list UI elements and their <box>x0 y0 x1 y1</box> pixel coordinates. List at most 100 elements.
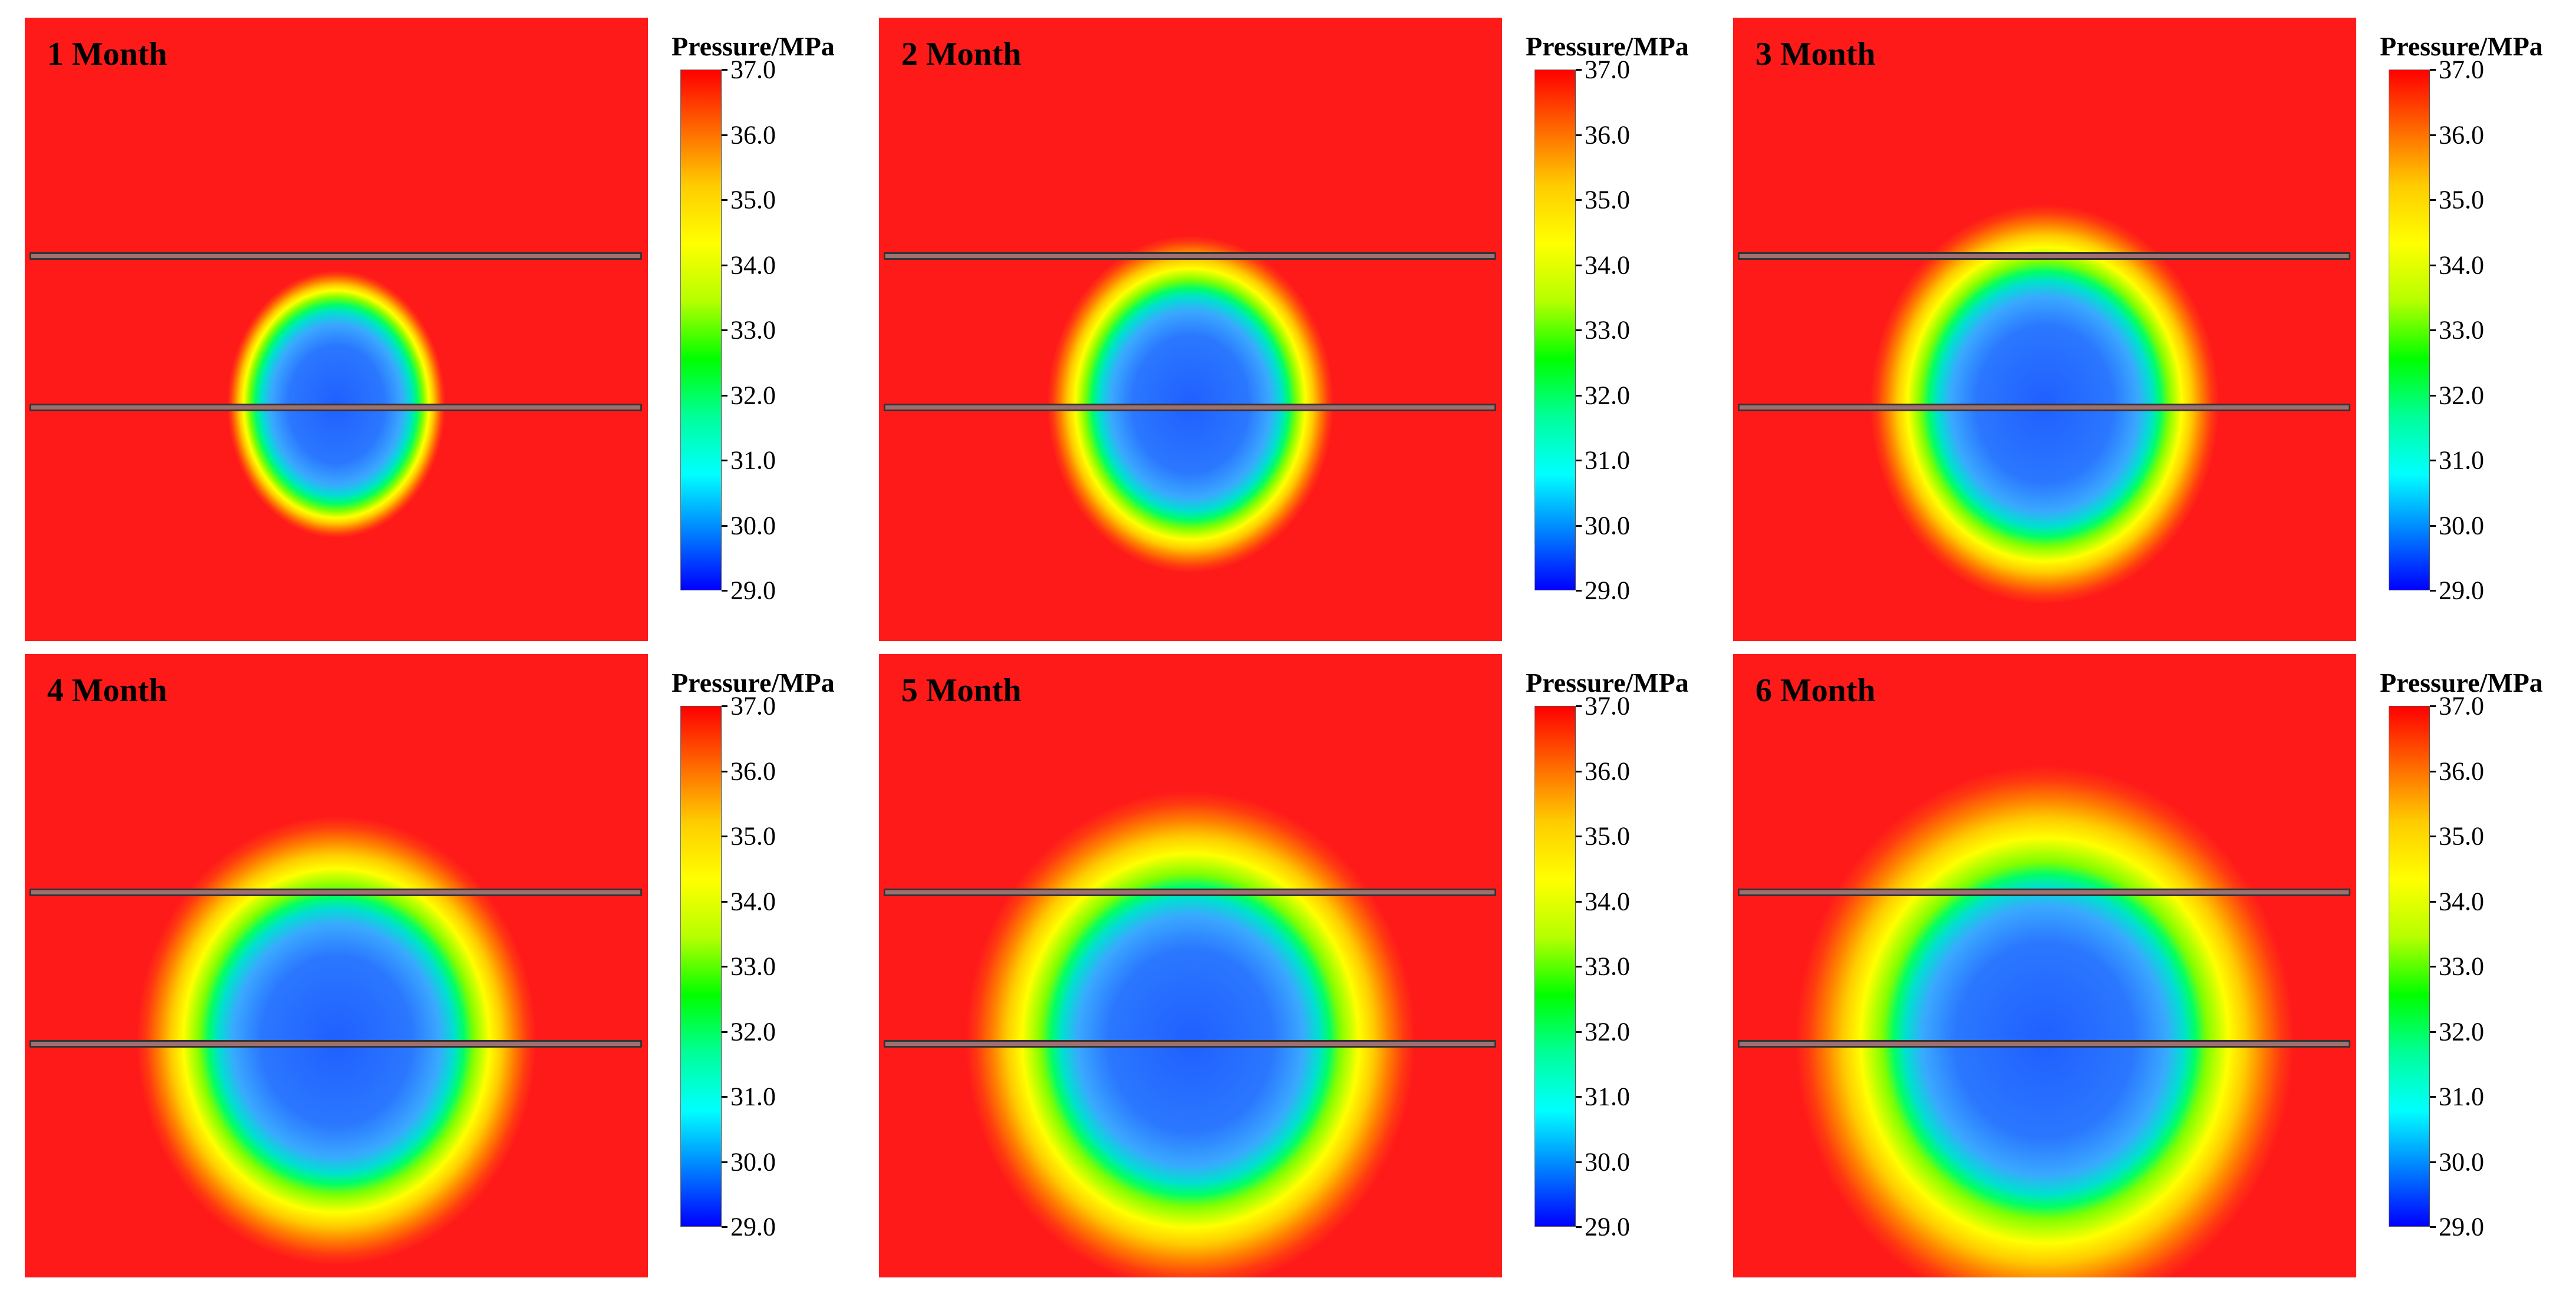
panel-title: 2 Month <box>901 36 1021 72</box>
colorbar-tick-label: 33.0 <box>2439 952 2484 981</box>
well-upper <box>1738 889 2350 896</box>
colorbar-tick-label: 36.0 <box>1585 120 1630 149</box>
colorbar-tick <box>2430 1096 2436 1098</box>
well-upper <box>29 889 642 896</box>
colorbar-tick <box>722 1096 728 1098</box>
colorbar-tick-label: 30.0 <box>1585 511 1630 540</box>
colorbar-tick <box>2430 199 2436 201</box>
colorbar-tick <box>1576 590 1582 592</box>
colorbar-tick-label: 33.0 <box>1585 952 1630 981</box>
colorbar-tick-label: 30.0 <box>2439 1147 2484 1176</box>
colorbar-title: Pressure/MPa <box>2380 668 2543 698</box>
colorbar-tick-label: 31.0 <box>730 1082 776 1111</box>
colorbar-tick <box>1576 460 1582 461</box>
colorbar <box>1535 70 1576 590</box>
panel-title: 1 Month <box>47 36 167 72</box>
colorbar-tick-label: 36.0 <box>2439 757 2484 785</box>
colorbar-tick <box>1576 770 1582 772</box>
well-upper <box>884 252 1496 260</box>
colorbar-tick-label: 32.0 <box>2439 1017 2484 1046</box>
colorbar <box>2389 70 2430 590</box>
colorbar-tick <box>722 134 728 136</box>
colorbar-tick-label: 33.0 <box>1585 315 1630 345</box>
colorbar-tick-label: 37.0 <box>730 691 776 721</box>
panel-title: 5 Month <box>901 672 1021 709</box>
colorbar-tick-label: 31.0 <box>730 445 776 475</box>
colorbar-tick-label: 32.0 <box>1585 381 1630 410</box>
colorbar-tick <box>722 1161 728 1163</box>
colorbar-tick <box>722 460 728 461</box>
colorbar-tick-label: 37.0 <box>2439 691 2484 721</box>
colorbar-tick <box>1576 966 1582 968</box>
colorbar-title: Pressure/MPa <box>672 31 835 61</box>
colorbar-tick-label: 37.0 <box>730 55 776 84</box>
colorbar-tick-label: 29.0 <box>2439 1212 2484 1241</box>
well-upper <box>1738 252 2350 260</box>
colorbar-tick-label: 29.0 <box>730 576 776 605</box>
colorbar-tick <box>2430 705 2436 707</box>
colorbar-tick-label: 32.0 <box>730 1017 776 1046</box>
colorbar-tick <box>2430 329 2436 331</box>
colorbar-tick-label: 31.0 <box>1585 445 1630 475</box>
colorbar-tick <box>1576 199 1582 201</box>
colorbar-tick-label: 35.0 <box>1585 185 1630 214</box>
colorbar-tick <box>722 524 728 527</box>
pressure-map: 1 Month <box>25 18 648 641</box>
colorbar-tick <box>2430 836 2436 837</box>
depletion-zone <box>879 654 1502 1277</box>
colorbar-tick <box>722 264 728 266</box>
colorbar-tick-label: 31.0 <box>2439 445 2484 475</box>
colorbar-tick <box>722 1226 728 1228</box>
colorbar-tick <box>2430 69 2436 71</box>
depletion-zone <box>1733 18 2356 641</box>
panel-title: 4 Month <box>47 672 167 709</box>
colorbar-tick-label: 35.0 <box>2439 821 2484 851</box>
colorbar-title: Pressure/MPa <box>672 668 835 698</box>
pressure-map: 6 Month <box>1733 654 2356 1277</box>
colorbar-tick-label: 36.0 <box>1585 757 1630 785</box>
colorbar-tick-label: 32.0 <box>730 381 776 410</box>
depletion-zone <box>1733 654 2356 1277</box>
colorbar-tick <box>722 770 728 772</box>
colorbar-tick-label: 34.0 <box>730 887 776 916</box>
colorbar-tick <box>722 836 728 837</box>
well-lower <box>884 404 1496 411</box>
colorbar-tick <box>1576 394 1582 397</box>
colorbar-tick-label: 36.0 <box>2439 120 2484 149</box>
colorbar-tick-label: 33.0 <box>730 315 776 345</box>
panel-2: 2 Month Pressure/MPa 37.0 36.0 35.0 34.0 33.0 3… <box>854 0 1708 641</box>
colorbar-tick-label: 29.0 <box>1585 576 1630 605</box>
colorbar-tick <box>2430 134 2436 136</box>
panel-4: 4 Month Pressure/MPa 37.0 36.0 35.0 34.0 33.0 3… <box>0 636 854 1277</box>
colorbar-tick-label: 30.0 <box>1585 1147 1630 1176</box>
well-upper <box>29 252 642 260</box>
colorbar-tick <box>1576 134 1582 136</box>
colorbar-tick-label: 34.0 <box>1585 250 1630 279</box>
well-lower <box>1738 404 2350 411</box>
colorbar-tick <box>2430 460 2436 461</box>
colorbar-tick <box>722 329 728 331</box>
colorbar-tick-label: 35.0 <box>730 821 776 851</box>
colorbar-tick-label: 32.0 <box>2439 381 2484 410</box>
colorbar-tick-label: 37.0 <box>1585 691 1630 721</box>
colorbar-tick <box>2430 1031 2436 1033</box>
colorbar-tick-label: 34.0 <box>1585 887 1630 916</box>
colorbar-tick <box>722 1031 728 1033</box>
well-lower <box>29 404 642 411</box>
colorbar-tick <box>722 590 728 592</box>
panel-3: 3 Month Pressure/MPa 37.0 36.0 35.0 34.0 33.0 3… <box>1708 0 2562 641</box>
colorbar-tick <box>722 900 728 903</box>
colorbar-tick <box>722 705 728 707</box>
colorbar-tick-label: 35.0 <box>730 185 776 214</box>
colorbar <box>680 70 722 590</box>
colorbar-tick-label: 34.0 <box>2439 250 2484 279</box>
colorbar-tick <box>1576 329 1582 331</box>
panel-6: 6 Month Pressure/MPa 37.0 36.0 35.0 34.0 33.0 3… <box>1708 636 2562 1277</box>
colorbar-tick <box>1576 69 1582 71</box>
colorbar-tick-label: 30.0 <box>730 511 776 540</box>
colorbar-tick <box>1576 836 1582 837</box>
colorbar-title: Pressure/MPa <box>1526 31 1689 61</box>
colorbar-tick-label: 31.0 <box>1585 1082 1630 1111</box>
colorbar-tick <box>722 966 728 968</box>
